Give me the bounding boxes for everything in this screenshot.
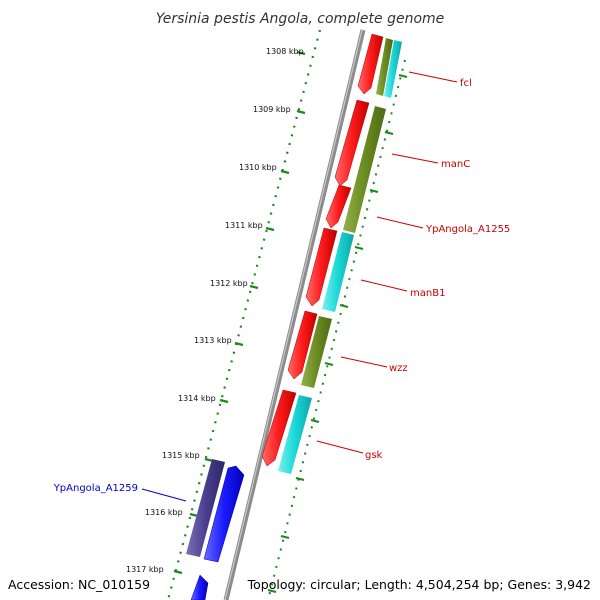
feature-track-tick xyxy=(310,419,320,423)
feature-track-tick xyxy=(267,589,277,593)
tick-label: 1311 kbp xyxy=(225,221,263,230)
leader-line xyxy=(408,71,458,83)
tick-label: 1309 kbp xyxy=(253,105,291,114)
gene-label-manC[interactable]: manC xyxy=(441,159,470,170)
red-gene-arrows xyxy=(261,33,384,467)
purple-cog-band xyxy=(186,459,225,557)
gene-label-YpAngola_A1255[interactable]: YpAngola_A1255 xyxy=(425,224,510,235)
blue-gene-arrows xyxy=(186,459,245,600)
olive-cog-band xyxy=(343,106,386,233)
map-title: Yersinia pestis Angola, complete genome xyxy=(156,11,445,27)
gene-label-YpAngola_A1259[interactable]: YpAngola_A1259 xyxy=(53,483,138,494)
feature-track-tick xyxy=(369,189,379,193)
feature-track-tick xyxy=(398,74,408,78)
cyan-cog-band xyxy=(322,232,354,312)
scale-tick xyxy=(249,284,259,290)
tick-label: 1317 kbp xyxy=(126,565,164,574)
gene-arrow-YpAngola_A1255[interactable] xyxy=(325,184,352,229)
tick-label: 1310 kbp xyxy=(239,163,277,172)
cog-feature-bands xyxy=(278,38,402,474)
feature-track-tick xyxy=(339,304,349,308)
leader-line xyxy=(376,216,424,229)
blue-gene-arrow[interactable] xyxy=(190,574,209,600)
feature-track-tick xyxy=(354,246,364,250)
scale-tick xyxy=(296,109,306,115)
leader-line xyxy=(340,356,388,368)
leader-line xyxy=(391,153,439,164)
cyan-cog-band xyxy=(278,395,312,474)
gene-arrow-YpAngola_A1259[interactable] xyxy=(203,465,245,563)
gene-label-wzz[interactable]: wzz xyxy=(389,363,408,374)
scale-tick xyxy=(219,398,229,404)
feature-track-tick xyxy=(324,362,334,366)
feature-track-tick xyxy=(295,477,305,481)
cyan-cog-band xyxy=(384,40,402,98)
olive-cog-band xyxy=(376,38,393,96)
scale-ticks xyxy=(173,50,306,575)
tick-label: 1313 kbp xyxy=(194,336,232,345)
scale-tick xyxy=(234,341,244,347)
feature-track-tick xyxy=(384,131,394,135)
scale-tick xyxy=(265,226,275,232)
gene-label-manB1[interactable]: manB1 xyxy=(410,288,445,299)
gene-label-gsk[interactable]: gsk xyxy=(365,450,383,461)
accession-label: Accession: NC_010159 xyxy=(8,577,151,592)
genome-backbone xyxy=(223,29,366,600)
feature-track-tick xyxy=(280,535,290,539)
tick-label: 1314 kbp xyxy=(178,394,216,403)
gene-arrow-manB1[interactable] xyxy=(305,227,338,307)
gene-arrow-manC[interactable] xyxy=(334,99,370,187)
scale-tick xyxy=(173,569,183,575)
tick-label: 1308 kbp xyxy=(266,47,304,56)
leader-line xyxy=(316,440,364,454)
genome-backbone-highlight xyxy=(224,29,363,600)
gene-arrow-gsk[interactable] xyxy=(261,389,297,467)
gene-label-fcl[interactable]: fcl xyxy=(460,78,472,89)
leader-line xyxy=(360,279,408,292)
leader-line xyxy=(141,488,187,502)
genome-summary: Topology: circular; Length: 4,504,254 bp… xyxy=(247,577,591,592)
label-leaders xyxy=(141,71,458,502)
tick-label: 1315 kbp xyxy=(162,451,200,460)
olive-cog-band xyxy=(301,316,332,388)
scale-tick xyxy=(280,169,290,175)
gene-arrow-wzz[interactable] xyxy=(287,310,318,380)
tick-label: 1316 kbp xyxy=(145,508,183,517)
gene-arrow-fcl[interactable] xyxy=(357,33,384,95)
feature-track-ticks xyxy=(267,74,408,593)
scale-tick xyxy=(296,50,306,56)
tick-label: 1312 kbp xyxy=(210,279,248,288)
